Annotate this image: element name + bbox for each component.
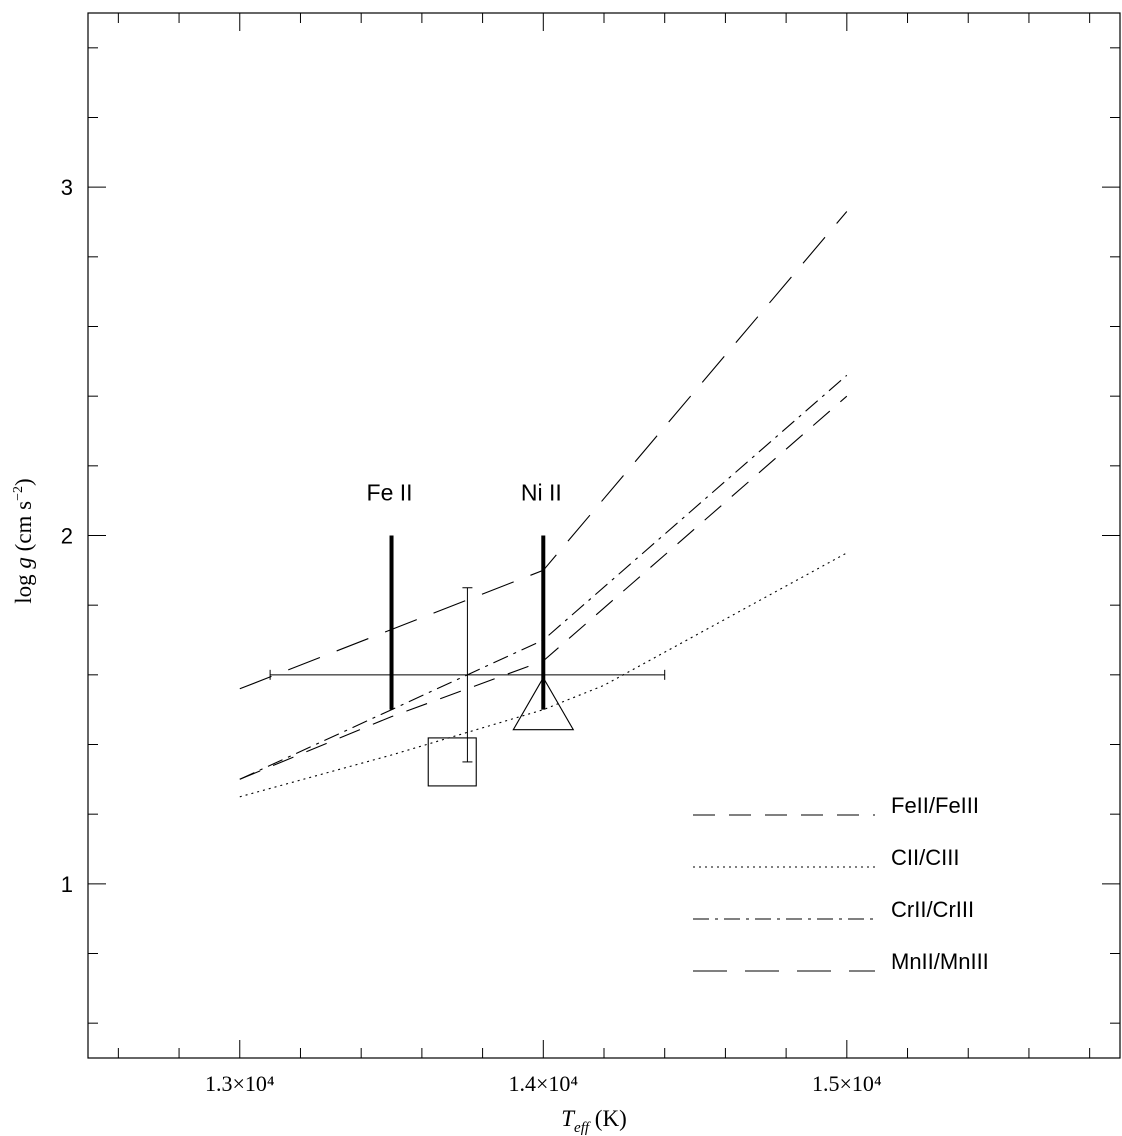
square-marker <box>427 737 477 787</box>
legend-label: CrII/CrIII <box>891 897 974 922</box>
y-axis-title-g: g <box>11 557 36 569</box>
legend-label: MnII/MnIII <box>891 949 989 974</box>
x-axis-title: Teff (K) <box>561 1106 626 1136</box>
series-line <box>239 395 848 780</box>
y-axis-title-close: ) <box>11 478 36 486</box>
x-tick-label: 1.5×10⁴ <box>812 1071 882 1096</box>
plot-frame <box>87 12 1121 1059</box>
y-tick-label: 1 <box>61 872 73 897</box>
x-axis-title-t: T <box>561 1106 576 1131</box>
series-line <box>239 211 848 690</box>
y-axis-title: log g (cm s−2) <box>11 478 36 603</box>
marker-label: Fe II <box>367 480 413 506</box>
y-axis-title-exp: −2 <box>11 486 26 501</box>
y-tick-label: 3 <box>61 175 73 200</box>
legend-label: FeII/FeIII <box>891 793 979 818</box>
triangle-marker <box>512 676 575 731</box>
y-tick-label: 2 <box>61 524 73 549</box>
tick-labels: 1.3×10⁴ 1.4×10⁴ 1.5×10⁴ 1 2 3 <box>61 175 882 1096</box>
x-tick-label: 1.4×10⁴ <box>508 1071 578 1096</box>
x-tick-label: 1.3×10⁴ <box>205 1071 275 1096</box>
x-axis-title-sub: eff <box>574 1120 591 1136</box>
marker-label: Ni II <box>521 480 562 506</box>
x-axis-title-units: (K) <box>589 1106 627 1131</box>
data-points: Fe II Ni II <box>269 480 666 787</box>
legend-label: CII/CIII <box>891 845 959 870</box>
legend: FeII/FeIII CII/CIII CrII/CrIII MnII/MnIII <box>693 793 989 974</box>
axis-ticks <box>88 13 1120 1058</box>
y-axis-title-log: log <box>11 569 36 604</box>
y-axis-title-units: (cm s <box>11 501 36 557</box>
